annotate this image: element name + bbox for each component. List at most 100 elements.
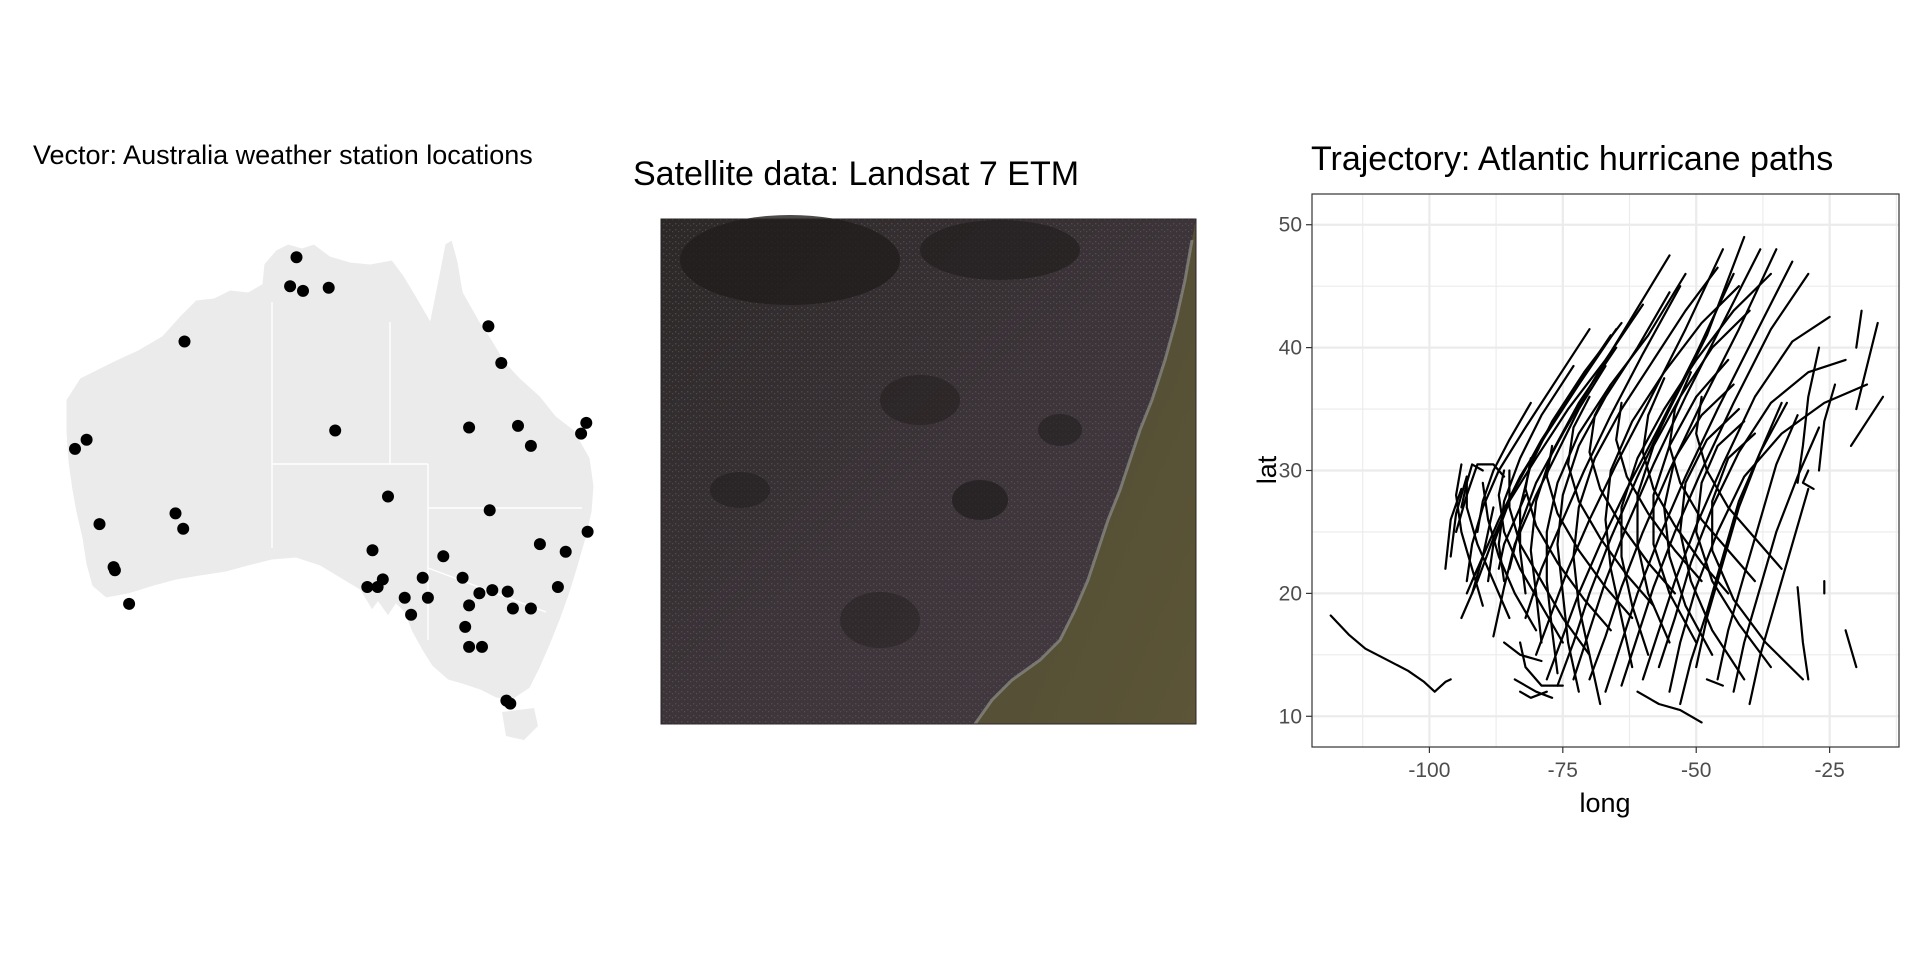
station-point: [575, 427, 588, 440]
hurricane-track: [1449, 475, 1468, 558]
station-point: [473, 587, 486, 600]
hurricane-track: [1636, 309, 1751, 644]
hurricane-track: [1716, 414, 1799, 681]
hurricane-track: [1732, 426, 1821, 693]
hurricane-track: [1497, 364, 1575, 583]
y-axis-ticks: 10 20 30 40 50: [1279, 214, 1312, 728]
hurricane-track: [1481, 481, 1538, 632]
y-tick-label: 30: [1279, 460, 1302, 483]
hurricane-track: [1455, 463, 1484, 607]
hurricane-track: [1668, 371, 1756, 583]
hurricane-track: [1668, 383, 1869, 693]
hurricane-track: [1508, 469, 1591, 656]
station-point: [486, 584, 499, 597]
hurricane-track: [1695, 401, 1783, 669]
australia-map: [65, 239, 595, 740]
hurricane-track: [1545, 444, 1634, 620]
y-tick-label: 50: [1279, 214, 1302, 237]
station-point: [559, 545, 572, 558]
hurricane-track: [1796, 346, 1821, 484]
station-point: [284, 280, 297, 293]
hurricane-track: [1588, 383, 1676, 595]
hurricane-track: [1855, 321, 1879, 411]
hurricane-track: [1465, 475, 1511, 620]
station-point: [290, 251, 303, 264]
station-point: [524, 602, 537, 615]
satellite-panel: Satellite data: Landsat 7 ETM: [620, 0, 1220, 960]
hurricane-track: [1849, 395, 1885, 447]
hurricane-track: [1444, 487, 1463, 570]
hurricane-track: [1711, 432, 1804, 681]
station-point: [463, 640, 476, 653]
station-point: [437, 550, 450, 563]
landsat-image: [660, 215, 1197, 725]
hurricane-track: [1652, 358, 1730, 644]
hurricane-track: [1641, 377, 1730, 595]
station-point: [382, 490, 394, 503]
station-point: [421, 591, 434, 604]
station-point: [93, 518, 106, 531]
station-point: [361, 581, 374, 593]
hurricane-track: [1455, 463, 1506, 533]
hurricane-track: [1524, 285, 1682, 620]
trajectory-panel-title: Trajectory: Atlantic hurricane paths: [1311, 140, 1834, 178]
y-tick-label: 20: [1279, 582, 1302, 605]
station-point: [178, 335, 191, 348]
hurricane-track: [1545, 272, 1687, 675]
hurricane-track: [1492, 364, 1607, 638]
station-point: [405, 608, 418, 621]
hurricane-track: [1529, 346, 1618, 644]
station-point: [376, 573, 389, 586]
station-point: [322, 281, 335, 294]
hurricane-track: [1465, 567, 1479, 595]
hurricane-track: [1796, 586, 1810, 681]
station-points: [69, 251, 594, 710]
station-point: [169, 507, 182, 520]
station-point: [501, 585, 514, 598]
hurricane-track: [1748, 487, 1810, 706]
vector-panel: Vector: Australia weather station locati…: [0, 0, 620, 960]
hurricane-track: [1567, 395, 1655, 607]
hurricane-track: [1497, 469, 1564, 644]
station-point: [533, 538, 546, 551]
satellite-panel-title: Satellite data: Landsat 7 ETM: [633, 155, 1080, 193]
hurricane-track: [1503, 641, 1543, 663]
hurricane-track: [1844, 629, 1858, 669]
hurricane-track: [1801, 469, 1815, 490]
hurricane-track: [1329, 614, 1452, 693]
station-point: [476, 640, 488, 653]
x-axis-ticks: -100 -75 -50 -25: [1408, 747, 1845, 782]
hurricane-track: [1476, 401, 1532, 533]
station-point: [551, 581, 564, 593]
station-point: [580, 416, 593, 429]
landsat-coastline: [973, 239, 1194, 725]
station-point: [69, 442, 81, 455]
hurricane-track: [1695, 420, 1772, 669]
station-point: [459, 620, 472, 633]
station-point: [495, 357, 508, 369]
station-point: [416, 571, 429, 584]
station-point: [456, 571, 469, 584]
station-point: [504, 697, 517, 710]
station-point: [108, 564, 121, 577]
station-point: [463, 421, 476, 434]
x-axis-label: long: [1579, 788, 1630, 818]
station-point: [398, 591, 411, 604]
x-tick-label: -75: [1548, 759, 1578, 782]
hurricane-track: [1817, 383, 1837, 472]
station-point: [80, 433, 93, 446]
hurricane-track: [1572, 266, 1719, 706]
hurricane-track: [1855, 309, 1863, 349]
hurricane-track: [1545, 272, 1735, 681]
hurricane-tracks: [1329, 235, 1885, 724]
hurricane-track: [1705, 678, 1724, 687]
hurricane-track: [1620, 272, 1772, 656]
station-point: [482, 320, 495, 333]
y-axis-label-text: lat: [1252, 455, 1282, 484]
hurricane-track: [1460, 463, 1484, 509]
tasmania: [502, 708, 538, 740]
hurricane-track: [1695, 395, 1783, 570]
station-point: [506, 602, 519, 615]
station-point: [297, 284, 309, 297]
hurricane-track: [1556, 235, 1746, 687]
